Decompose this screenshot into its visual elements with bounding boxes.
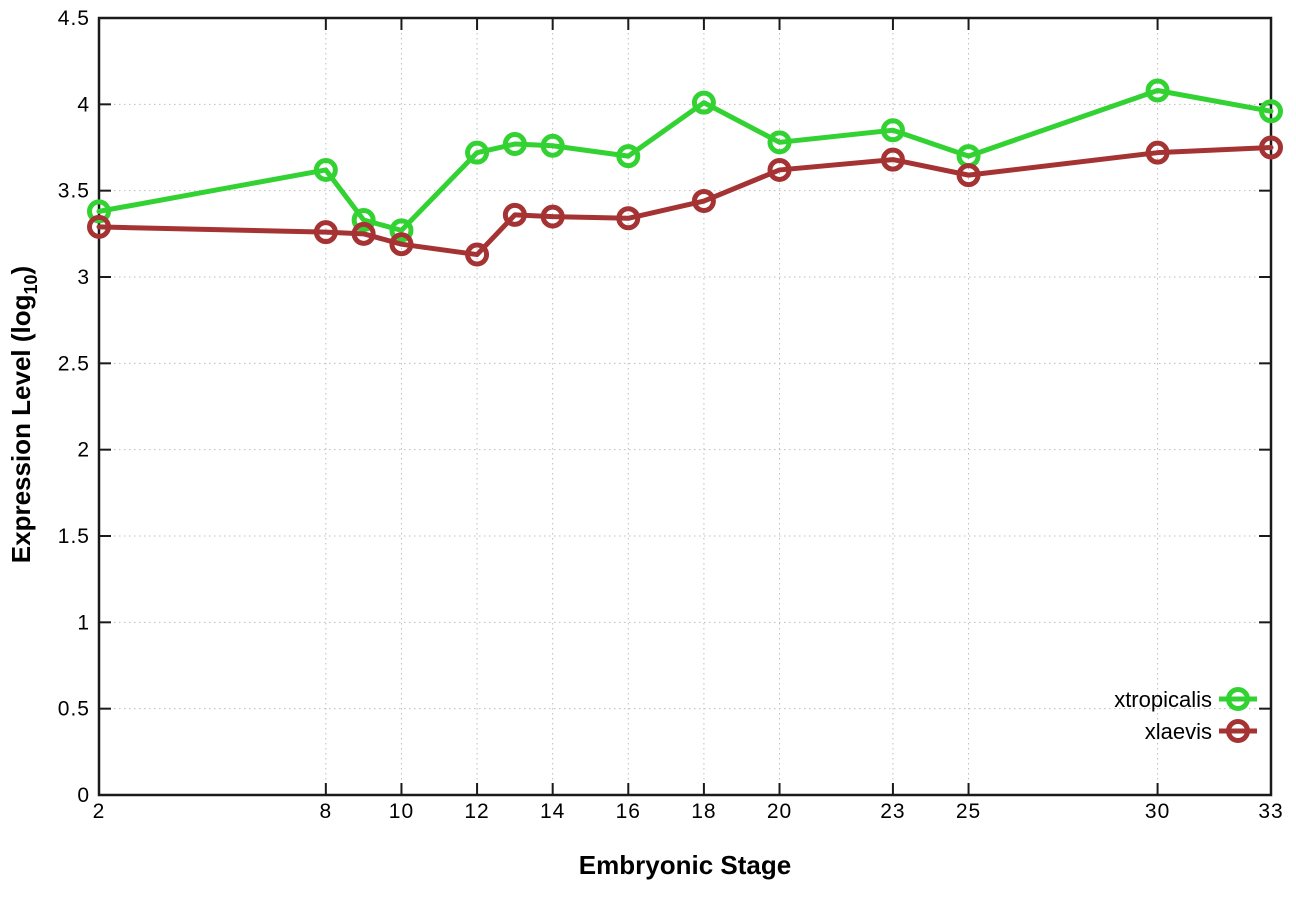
series-xtropicalis-line [96, 88, 1274, 233]
legend-label-xtropicalis: xtropicalis [1114, 687, 1212, 712]
series-xtropicalis-point [465, 140, 490, 165]
series-xtropicalis-point [880, 118, 905, 143]
y-tick-label: 3 [77, 266, 90, 289]
x-tick-label: 16 [616, 800, 641, 823]
plot-border [97, 16, 1273, 797]
series-xlaevis-point [313, 220, 338, 245]
series-xtropicalis-point [616, 144, 641, 169]
y-tick-label: 2 [77, 439, 90, 462]
series-xlaevis-point [502, 202, 527, 227]
y-tick-label: 1 [77, 611, 90, 634]
series-xlaevis-point [880, 147, 905, 172]
series-xtropicalis-point [87, 199, 111, 224]
x-tick-label: 8 [319, 800, 332, 823]
series-xlaevis-line [96, 145, 1274, 258]
legend-label-xlaevis: xlaevis [1145, 719, 1212, 744]
series-xlaevis-point [1145, 140, 1170, 165]
y-tick-label: 2.5 [58, 352, 90, 375]
y-tick-label: 1.5 [58, 525, 90, 548]
series-xlaevis-point [767, 157, 792, 182]
series-xtropicalis-point [389, 218, 414, 243]
y-axis-label: Expression Level (log10) [6, 266, 41, 563]
x-tick-label: 14 [540, 800, 565, 823]
series-xtropicalis-point [502, 132, 527, 157]
x-tick-label: 12 [464, 800, 489, 823]
series-xlaevis-point [540, 204, 565, 229]
y-tick-label: 4 [77, 93, 90, 116]
series-xlaevis-point [691, 189, 716, 214]
series-xlaevis [87, 135, 1283, 267]
x-tick-label: 33 [1258, 800, 1283, 823]
series-xlaevis-point [1259, 135, 1283, 160]
series-xlaevis-point [389, 232, 414, 257]
series-xtropicalis-point [767, 130, 792, 155]
series-xtropicalis-point [691, 90, 716, 115]
x-tick-label: 18 [691, 800, 716, 823]
x-tick-label: 10 [389, 800, 414, 823]
x-tick-label: 2 [93, 800, 106, 823]
x-axis-label: Embryonic Stage [579, 850, 791, 880]
legend-marker-xlaevis [1226, 719, 1250, 743]
x-tick-label: 20 [767, 800, 792, 823]
grid [99, 18, 1271, 795]
series-xtropicalis-point [1259, 99, 1283, 124]
x-tick-label: 23 [880, 800, 905, 823]
x-tick-label: 25 [956, 800, 981, 823]
y-tick-label: 0.5 [58, 698, 90, 721]
x-tick-label: 30 [1145, 800, 1170, 823]
series-xtropicalis-point [540, 133, 565, 158]
tick-marks [98, 17, 1272, 796]
y-tick-label: 3.5 [58, 180, 90, 203]
series-xlaevis-point [956, 163, 981, 188]
series-xlaevis-point [616, 206, 641, 231]
series-xtropicalis [87, 78, 1283, 243]
legend: xtropicalis xlaevis [1114, 687, 1257, 744]
series-xlaevis-point [87, 214, 111, 239]
series-xtropicalis-point [1145, 78, 1170, 103]
series-xlaevis-point [465, 242, 490, 267]
series-xtropicalis-point [351, 208, 376, 233]
y-tick-label: 0 [77, 784, 90, 807]
series-xlaevis-point [351, 221, 376, 246]
y-tick-label: 4.5 [58, 7, 90, 30]
series-xtropicalis-point [313, 157, 338, 182]
legend-marker-xtropicalis [1226, 687, 1250, 711]
